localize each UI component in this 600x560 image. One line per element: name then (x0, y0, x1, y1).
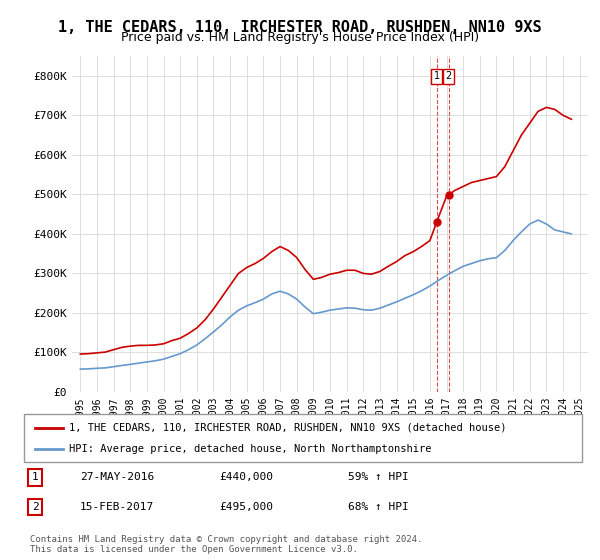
Text: 1, THE CEDARS, 110, IRCHESTER ROAD, RUSHDEN, NN10 9XS (detached house): 1, THE CEDARS, 110, IRCHESTER ROAD, RUSH… (68, 423, 506, 433)
Text: 1: 1 (434, 71, 440, 81)
Text: 2: 2 (32, 502, 38, 512)
Text: £495,000: £495,000 (220, 502, 273, 512)
Text: 1: 1 (32, 473, 38, 482)
Text: Price paid vs. HM Land Registry's House Price Index (HPI): Price paid vs. HM Land Registry's House … (121, 31, 479, 44)
Text: 59% ↑ HPI: 59% ↑ HPI (347, 473, 409, 482)
Text: 68% ↑ HPI: 68% ↑ HPI (347, 502, 409, 512)
Text: 2: 2 (445, 71, 452, 81)
FancyBboxPatch shape (24, 414, 582, 462)
Text: Contains HM Land Registry data © Crown copyright and database right 2024.
This d: Contains HM Land Registry data © Crown c… (30, 535, 422, 554)
Text: £440,000: £440,000 (220, 473, 273, 482)
Text: 1, THE CEDARS, 110, IRCHESTER ROAD, RUSHDEN, NN10 9XS: 1, THE CEDARS, 110, IRCHESTER ROAD, RUSH… (58, 20, 542, 35)
Text: 15-FEB-2017: 15-FEB-2017 (80, 502, 154, 512)
Text: 27-MAY-2016: 27-MAY-2016 (80, 473, 154, 482)
Text: HPI: Average price, detached house, North Northamptonshire: HPI: Average price, detached house, Nort… (68, 444, 431, 454)
